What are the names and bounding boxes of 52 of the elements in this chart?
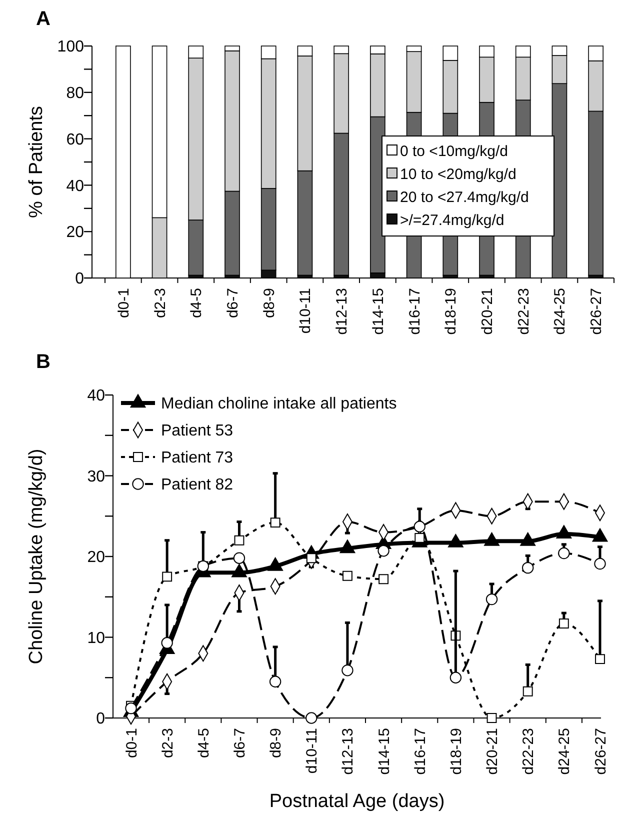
x-tick-label: d22-23 [515, 288, 532, 335]
y-tick-label: 80 [66, 85, 84, 102]
x-tick-label: d14-15 [376, 728, 393, 775]
legend-label: 20 to <27.4mg/kg/d [400, 189, 529, 206]
x-axis-title: Postnatal Age (days) [269, 791, 445, 812]
legend-label: 0 to <10mg/kg/d [400, 143, 508, 160]
x-tick-label: d8-9 [260, 288, 278, 318]
legend-label: >/=27.4mg/kg/d [400, 212, 504, 229]
y-axis-title: Choline Uptake (mg/kg/d) [26, 448, 47, 664]
legend-label: Patient 73 [161, 450, 234, 467]
x-tick-label: d24-25 [552, 288, 569, 335]
x-tick-label: d18-19 [448, 728, 465, 775]
y-axis-title: % of Patients [26, 106, 47, 218]
x-tick-label: d6-7 [224, 288, 242, 318]
chart-title: A [36, 8, 50, 30]
x-tick-label: d24-25 [556, 728, 574, 775]
x-tick-label: d10-11 [297, 288, 314, 334]
y-tick-label: 30 [87, 468, 106, 486]
y-tick-label: 10 [87, 630, 106, 647]
chart-title: B [36, 351, 50, 373]
x-tick-label: d14-15 [370, 288, 387, 335]
legend-label: Patient 82 [161, 476, 234, 494]
x-tick-label: d26-27 [588, 288, 606, 335]
x-tick-label: d20-21 [484, 728, 502, 775]
x-tick-label: d4-5 [188, 288, 206, 318]
y-tick-label: 20 [87, 549, 106, 566]
legend-label: 10 to <20mg/kg/d [400, 166, 516, 183]
x-tick-label: d6-7 [231, 728, 248, 758]
legend-label: Patient 53 [161, 422, 234, 440]
x-tick-label: d8-9 [268, 728, 285, 758]
x-tick-label: d26-27 [592, 728, 610, 775]
y-tick-label: 60 [66, 131, 84, 148]
y-tick-label: 0 [96, 710, 106, 728]
x-tick-label: d16-17 [406, 288, 424, 335]
x-tick-label: d2-3 [159, 728, 176, 758]
legend-label: Median choline intake all patients [161, 396, 397, 413]
y-tick-label: 40 [66, 178, 84, 195]
x-tick-label: d12-13 [334, 288, 351, 335]
x-tick-label: d0-1 [123, 728, 140, 758]
y-tick-label: 20 [66, 224, 84, 242]
x-tick-label: d22-23 [520, 728, 538, 775]
y-tick-label: 40 [87, 388, 106, 405]
x-tick-label: d2-3 [152, 288, 169, 318]
x-tick-label: d20-21 [479, 288, 496, 335]
x-tick-label: d16-17 [412, 728, 429, 775]
x-tick-label: d4-5 [195, 728, 212, 758]
x-tick-label: d10-11 [304, 728, 321, 774]
x-tick-label: d0-1 [115, 288, 132, 318]
x-tick-label: d12-13 [340, 728, 357, 775]
y-tick-label: 100 [57, 38, 84, 56]
x-tick-label: d18-19 [442, 288, 460, 335]
y-tick-label: 0 [75, 270, 84, 288]
